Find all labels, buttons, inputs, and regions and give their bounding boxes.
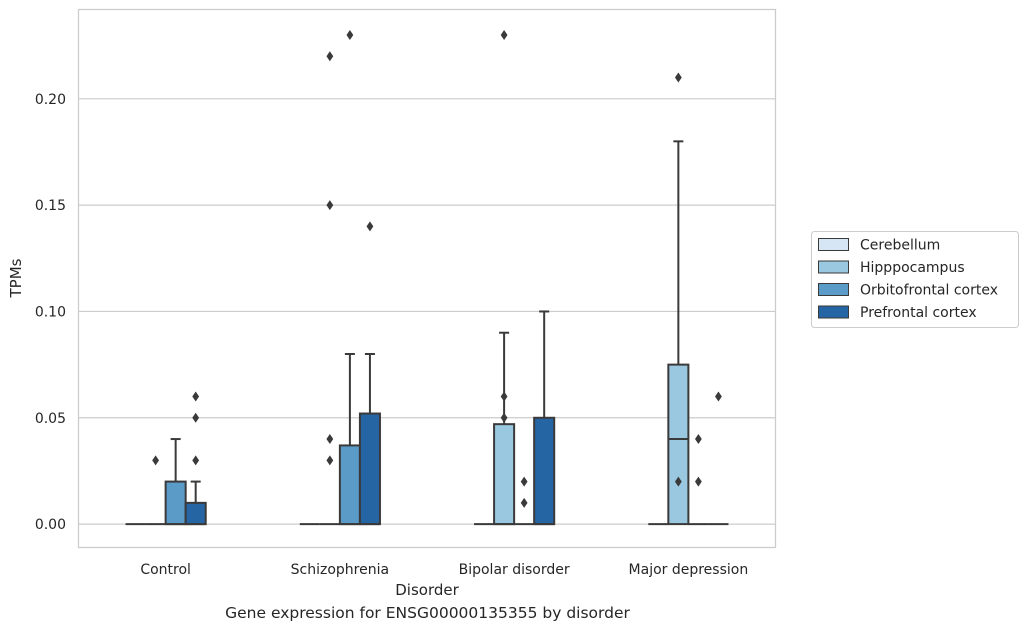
outlier-point — [500, 412, 508, 423]
legend-swatch — [818, 260, 849, 274]
legend-label: Orbitofrontal cortex — [860, 283, 998, 299]
box-prefrontal-cortex — [708, 391, 729, 526]
legend-frame — [811, 231, 1019, 328]
outlier-point — [694, 476, 702, 487]
y-tick-label: 0.10 — [35, 304, 66, 320]
x-tick-label: Control — [140, 562, 191, 578]
legend-swatch — [818, 305, 849, 319]
plot-area-frame — [77, 8, 777, 549]
box-orbitofrontal-cortex — [688, 434, 709, 526]
legend-label: Prefrontal cortex — [860, 305, 977, 321]
outlier-point — [674, 476, 682, 487]
box-plot-chart: 0.00 0.05 0.10 0.15 0.20 Control Schizophreni… — [7, 8, 1019, 599]
box-prefrontal-cortex — [533, 310, 556, 526]
box-prefrontal-cortex — [184, 391, 207, 526]
outlier-point — [694, 434, 702, 445]
box-body — [493, 423, 516, 526]
outlier-point — [500, 391, 508, 402]
outlier-point — [192, 455, 200, 466]
legend-label: Cerebellum — [860, 238, 940, 254]
box-hipppocampus — [667, 72, 690, 526]
outlier-point — [520, 476, 528, 487]
box-body — [184, 501, 207, 526]
box-body — [667, 363, 690, 526]
legend-label: Hipppocampus — [860, 260, 965, 276]
y-tick-label: 0.05 — [35, 411, 66, 427]
outlier-point — [326, 434, 334, 445]
outlier-point — [192, 391, 200, 402]
box-prefrontal-cortex — [358, 221, 381, 526]
y-tick-label: 0.15 — [35, 198, 66, 214]
outlier-point — [366, 221, 374, 232]
outlier-point — [326, 51, 334, 62]
y-axis-label: TPMs — [7, 258, 25, 298]
boxes — [125, 30, 729, 526]
box-body — [358, 412, 381, 526]
y-tick-label: 0.20 — [35, 92, 66, 108]
outlier-point — [326, 200, 334, 211]
box-orbitofrontal-cortex — [164, 438, 187, 526]
box-hipppocampus — [145, 455, 166, 526]
outlier-point — [500, 30, 508, 41]
outlier-point — [674, 72, 682, 83]
outlier-point — [192, 412, 200, 423]
box-body — [164, 480, 187, 526]
box-orbitofrontal-cortex — [338, 30, 361, 526]
outlier-point — [326, 455, 334, 466]
x-tick-label: Major depression — [629, 562, 749, 578]
outlier-point — [520, 497, 528, 508]
x-tick-label: Schizophrenia — [291, 562, 389, 578]
y-tick-labels: 0.00 0.05 0.10 0.15 0.20 — [35, 92, 66, 533]
box-hipppocampus — [493, 30, 516, 526]
outlier-point — [346, 30, 354, 41]
outlier-point — [152, 455, 160, 466]
figure-caption: Gene expression for ENSG00000135355 by d… — [225, 604, 630, 622]
box-orbitofrontal-cortex — [514, 476, 535, 526]
box-body — [338, 444, 361, 526]
legend-swatch — [818, 283, 849, 296]
box-hipppocampus — [319, 51, 340, 526]
legend: Cerebellum Hipppocampus Orbitofrontal cort… — [811, 231, 1019, 328]
x-tick-labels: Control Schizophrenia Bipolar disorder Majo… — [140, 562, 748, 578]
y-tick-label: 0.00 — [35, 517, 66, 533]
legend-swatch — [818, 238, 849, 251]
box-body — [533, 416, 556, 526]
x-tick-label: Bipolar disorder — [459, 562, 570, 578]
outlier-point — [715, 391, 722, 402]
x-axis-label: Disorder — [395, 581, 459, 599]
